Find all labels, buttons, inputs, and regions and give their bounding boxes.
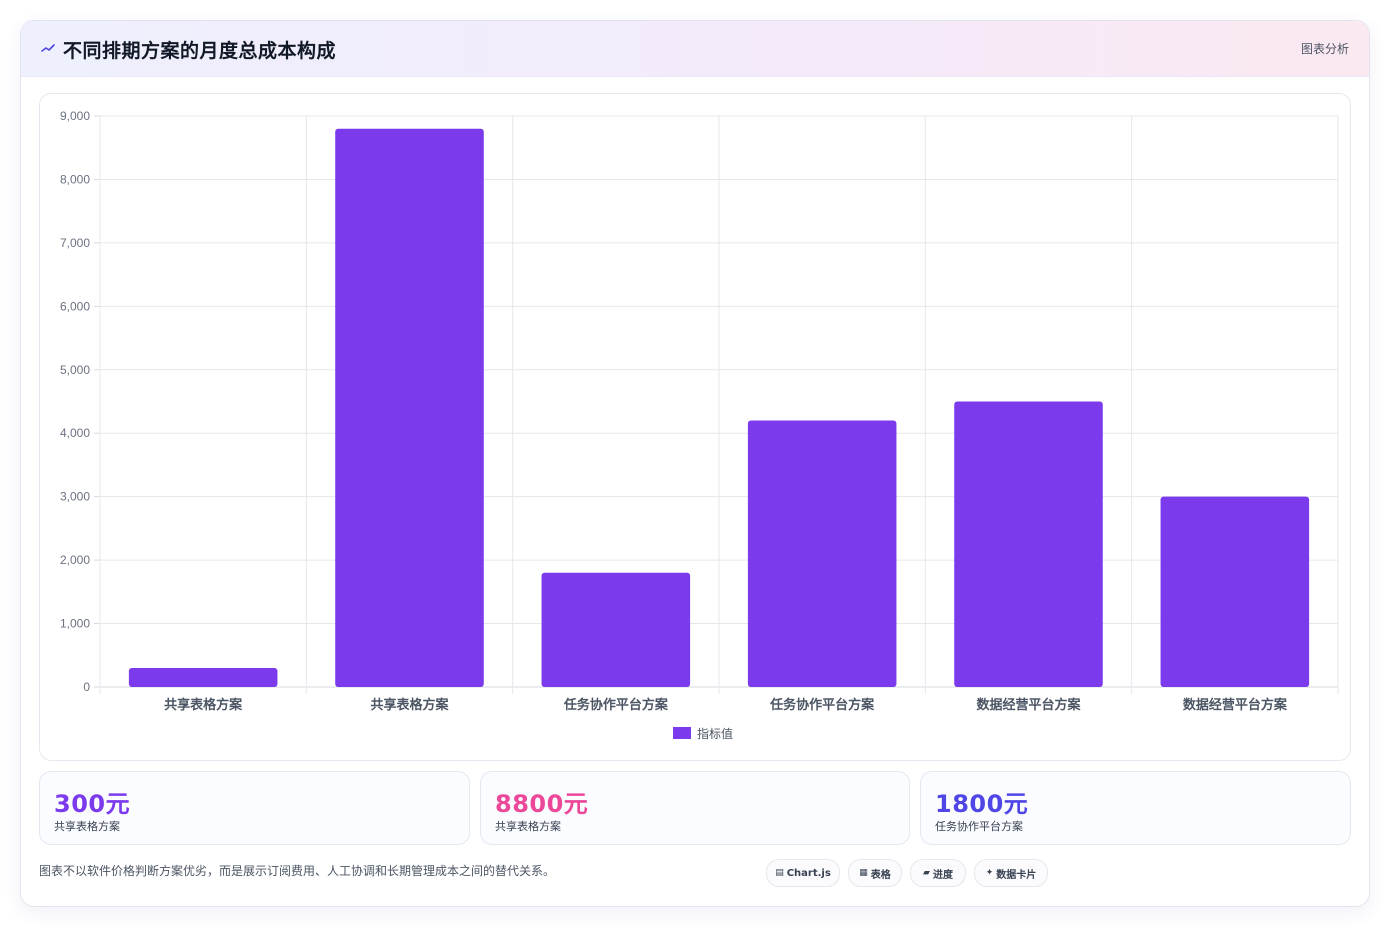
y-tick-label: 7,000 xyxy=(60,236,90,250)
chip-progress[interactable]: ▰ 进度 xyxy=(910,859,966,887)
progress-icon: ▰ xyxy=(923,868,930,878)
x-tick-label: 共享表格方案 xyxy=(164,697,243,713)
stat-label: 任务协作平台方案 xyxy=(935,820,1023,833)
chart-card: 不同排期方案的月度总成本构成 图表分析 0 1,000 2,000 3,000 4,00… xyxy=(20,20,1370,907)
y-tick-label: 8,000 xyxy=(60,172,90,186)
y-tick-label: 9,000 xyxy=(60,109,90,123)
y-tick-label: 6,000 xyxy=(60,299,90,313)
chart-panel: 0 1,000 2,000 3,000 4,000 5,000 6,000 7,000 8,00… xyxy=(39,93,1351,761)
stat-value: 1800元 xyxy=(935,790,1029,818)
x-tick-label: 数据经营平台方案 xyxy=(976,697,1081,713)
stat-card-2: 8800元 共享表格方案 xyxy=(480,771,910,845)
bar xyxy=(128,667,278,687)
card-header: 不同排期方案的月度总成本构成 图表分析 xyxy=(21,21,1369,77)
bar xyxy=(1160,496,1310,687)
chip-data-card[interactable]: ✦ 数据卡片 xyxy=(974,859,1048,887)
legend-swatch xyxy=(673,727,691,739)
footnote: 图表不以软件价格判断方案优劣，而是展示订阅费用、人工协调和长期管理成本之间的替代… xyxy=(39,864,556,878)
chip-label: 表格 xyxy=(870,869,891,881)
stat-label: 共享表格方案 xyxy=(495,820,561,833)
sparkle-icon: ✦ xyxy=(985,868,994,878)
x-tick-label: 任务协作平台方案 xyxy=(769,697,875,713)
y-tick-label: 0 xyxy=(83,680,90,694)
chip-label: 进度 xyxy=(932,869,953,881)
chart-analysis-tag: 图表分析 xyxy=(1300,42,1349,56)
chip-label: Chart.js xyxy=(786,867,831,879)
x-tick-label: 共享表格方案 xyxy=(370,697,449,713)
chip-label: 数据卡片 xyxy=(996,869,1037,881)
bar xyxy=(335,128,484,687)
chip-chartjs[interactable]: ▤ Chart.js xyxy=(766,859,840,887)
chart-line-icon xyxy=(41,41,55,55)
legend-label: 指标值 xyxy=(697,726,733,741)
bar xyxy=(954,401,1103,687)
stat-card-1: 300元 共享表格方案 xyxy=(39,771,470,845)
table-icon: ▦ xyxy=(859,868,868,878)
bar xyxy=(747,420,897,687)
chart-icon: ▤ xyxy=(775,868,784,878)
x-tick-label: 数据经营平台方案 xyxy=(1183,697,1288,713)
y-tick-label: 4,000 xyxy=(60,426,90,440)
page-title: 不同排期方案的月度总成本构成 xyxy=(63,40,337,62)
stat-value: 300元 xyxy=(54,790,131,818)
bar xyxy=(541,572,691,687)
x-tick-label: 任务协作平台方案 xyxy=(563,697,669,713)
chip-table[interactable]: ▦ 表格 xyxy=(848,859,902,887)
bar-chart: 0 1,000 2,000 3,000 4,000 5,000 6,000 7,000 8,00… xyxy=(60,109,1339,741)
stat-card-3: 1800元 任务协作平台方案 xyxy=(920,771,1351,845)
stat-label: 共享表格方案 xyxy=(54,820,120,833)
y-tick-label: 1,000 xyxy=(60,617,90,631)
stat-value: 8800元 xyxy=(495,790,589,818)
y-tick-label: 5,000 xyxy=(60,363,90,377)
y-tick-label: 2,000 xyxy=(60,553,90,567)
y-tick-label: 3,000 xyxy=(60,490,90,504)
